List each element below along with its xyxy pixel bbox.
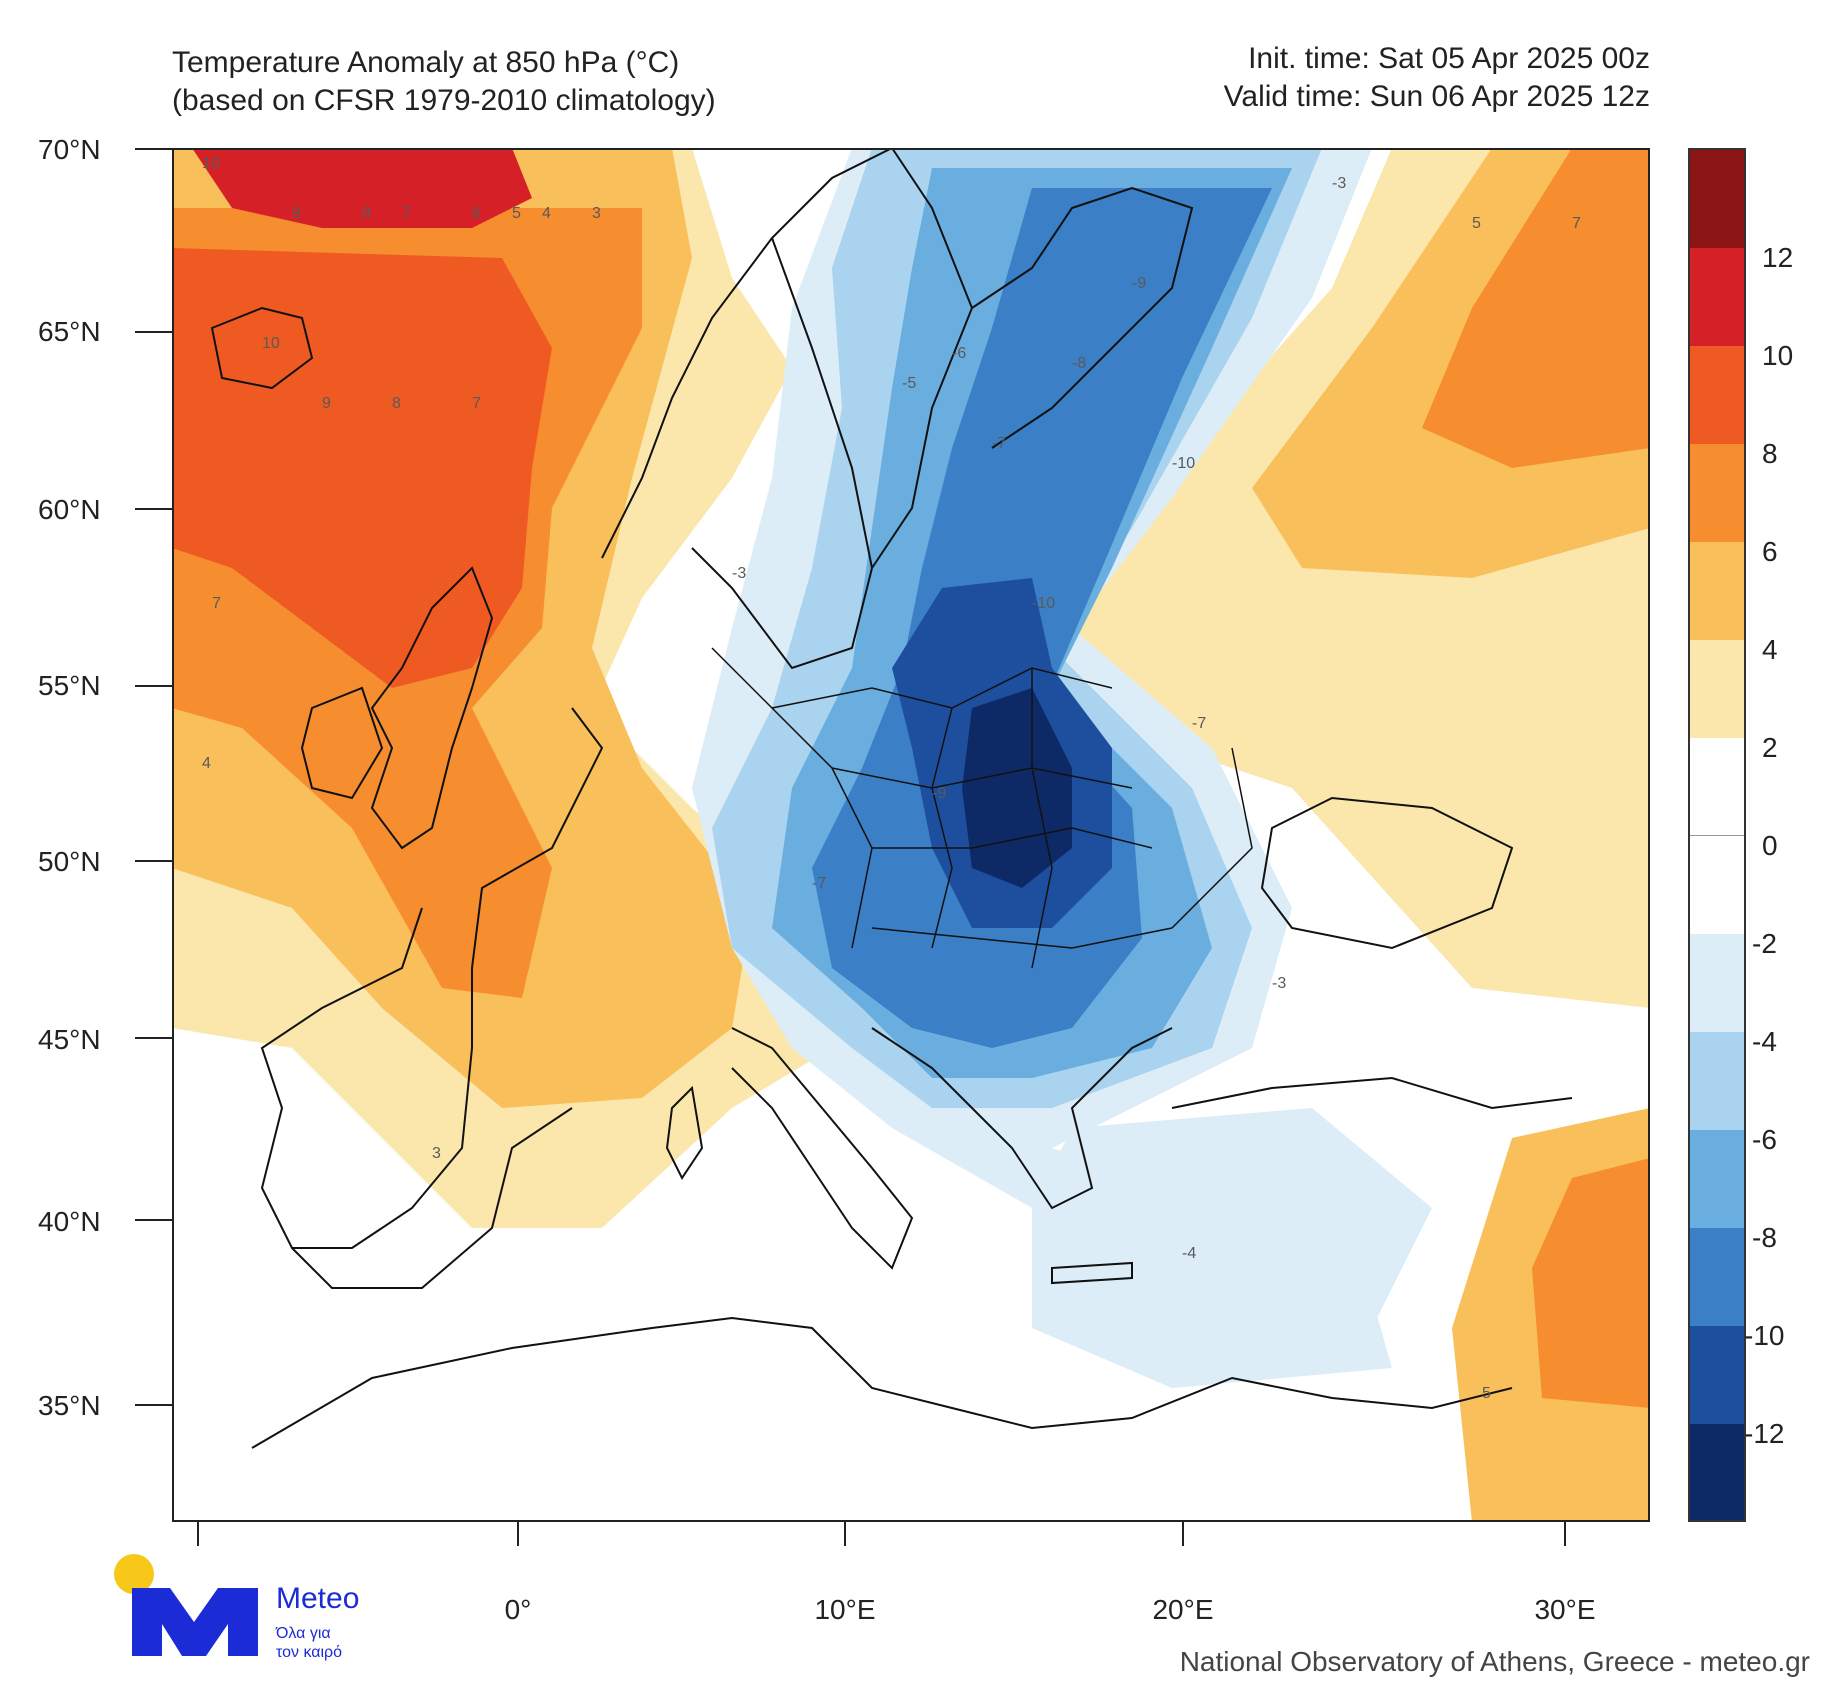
- colorbar-label: -6: [1752, 1124, 1777, 1155]
- value-label: -4: [1182, 1245, 1196, 1262]
- logo-tagline: Όλα για τον καιρό: [276, 1624, 342, 1662]
- value-label: 9: [322, 395, 331, 412]
- lat-label-40: 40°N: [38, 1206, 101, 1237]
- warm-region-12: [192, 148, 532, 228]
- colorbar-label: -12: [1744, 1418, 1785, 1449]
- colorbar-swatch: [1690, 150, 1744, 248]
- colorbar-swatch: [1690, 836, 1744, 934]
- colorbar-label: 4: [1762, 634, 1778, 665]
- value-label: 6: [472, 205, 481, 222]
- value-label: -7: [992, 435, 1006, 452]
- lat-label-70: 70°N: [38, 134, 101, 165]
- anomaly-value-labels: 10 9 8 7 6 5 4 3 10 9 8 7 7 4 3 -3 -5 -6…: [202, 155, 1581, 1402]
- colorbar-swatch: [1690, 346, 1744, 444]
- value-label: -7: [1192, 715, 1206, 732]
- colorbar-label: 12: [1762, 242, 1794, 273]
- lon-label-20e: 20°E: [1152, 1594, 1214, 1625]
- title-line-1: Temperature Anomaly at 850 hPa (°C): [172, 46, 680, 79]
- lat-label-55: 55°N: [38, 670, 101, 701]
- value-label: 5: [1472, 215, 1481, 232]
- colorbar-label: 6: [1762, 536, 1778, 567]
- value-label: -10: [1172, 455, 1195, 472]
- value-label: 3: [592, 205, 601, 222]
- value-label: 3: [432, 1145, 441, 1162]
- title-line-2: (based on CFSR 1979-2010 climatology): [172, 84, 716, 117]
- value-label: 4: [542, 205, 551, 222]
- colorbar-swatch: [1690, 934, 1744, 1032]
- colorbar-swatch: [1690, 1326, 1744, 1424]
- value-label: -3: [732, 565, 746, 582]
- init-time: Init. time: Sat 05 Apr 2025 00z: [1248, 42, 1650, 75]
- value-label: -5: [902, 375, 916, 392]
- value-label: -3: [1332, 175, 1346, 192]
- map-frame: [172, 148, 1650, 1522]
- logo-tagline-line-2: τον καιρό: [276, 1644, 343, 1661]
- value-label: 7: [472, 395, 481, 412]
- lat-label-60: 60°N: [38, 494, 101, 525]
- colorbar-swatch: [1690, 1228, 1744, 1326]
- value-label: 5: [1482, 1385, 1491, 1402]
- lat-label-35: 35°N: [38, 1390, 101, 1421]
- lon-label-10e: 10°E: [814, 1594, 876, 1625]
- colorbar-label: -8: [1752, 1222, 1777, 1253]
- value-label: 7: [1572, 215, 1581, 232]
- value-label: 5: [512, 205, 521, 222]
- lon-label-0: 0°: [504, 1594, 532, 1625]
- map-title: Temperature Anomaly at 850 hPa (°C) (bas…: [172, 44, 716, 120]
- value-label: 7: [212, 595, 221, 612]
- logo-name: Meteo: [276, 1582, 360, 1615]
- value-label: -3: [1272, 975, 1286, 992]
- colorbar-swatch: [1690, 738, 1744, 836]
- colorbar-swatch: [1690, 1130, 1744, 1228]
- warm-region-se-8: [1532, 1158, 1650, 1408]
- warm-region-10: [172, 248, 552, 688]
- colorbar-swatch: [1690, 640, 1744, 738]
- value-label: -8: [1072, 355, 1086, 372]
- country-borders: [711, 647, 1253, 969]
- time-info: Init. time: Sat 05 Apr 2025 00z Valid ti…: [1224, 40, 1650, 116]
- valid-time: Valid time: Sun 06 Apr 2025 12z: [1223, 80, 1650, 113]
- value-label: 8: [392, 395, 401, 412]
- value-label: 7: [402, 205, 411, 222]
- value-label: -7: [812, 875, 826, 892]
- value-label: 8: [362, 205, 371, 222]
- lat-label-50: 50°N: [38, 846, 101, 877]
- value-label: 10: [202, 155, 220, 172]
- value-label: 4: [202, 755, 211, 772]
- warm-region-ne-8: [1422, 148, 1650, 468]
- anomaly-map: 10 9 8 7 6 5 4 3 10 9 8 7 7 4 3 -3 -5 -6…: [172, 148, 1650, 1522]
- colorbar-label: 10: [1762, 340, 1794, 371]
- value-label: -9: [932, 785, 946, 802]
- colorbar: [1688, 148, 1746, 1522]
- lat-label-45: 45°N: [38, 1024, 101, 1055]
- logo-tagline-line-1: Όλα για: [276, 1625, 331, 1642]
- value-label: -9: [1132, 275, 1146, 292]
- colorbar-swatch: [1690, 248, 1744, 346]
- credit-text: National Observatory of Athens, Greece -…: [1179, 1646, 1810, 1677]
- coastlines: [210, 148, 1573, 1449]
- colorbar-swatch: [1690, 1424, 1744, 1520]
- lat-label-65: 65°N: [38, 316, 101, 347]
- value-label: 9: [292, 205, 301, 222]
- colorbar-swatch: [1690, 444, 1744, 542]
- colorbar-swatch: [1690, 542, 1744, 640]
- lon-label-30e: 30°E: [1534, 1594, 1596, 1625]
- colorbar-label: 2: [1762, 732, 1778, 763]
- colorbar-swatch: [1690, 1032, 1744, 1130]
- cold-region-med: [1032, 1108, 1432, 1358]
- colorbar-label: -4: [1752, 1026, 1777, 1057]
- value-label: 10: [262, 335, 280, 352]
- colorbar-label: 0: [1762, 830, 1778, 861]
- cold-region-12: [962, 688, 1072, 888]
- meteo-logo-icon: [114, 1554, 258, 1656]
- colorbar-label: -2: [1752, 928, 1777, 959]
- colorbar-label: 8: [1762, 438, 1778, 469]
- value-label: -10: [1032, 595, 1055, 612]
- cold-region-8: [812, 188, 1272, 1048]
- value-label: -6: [952, 345, 966, 362]
- colorbar-label: -10: [1744, 1320, 1785, 1351]
